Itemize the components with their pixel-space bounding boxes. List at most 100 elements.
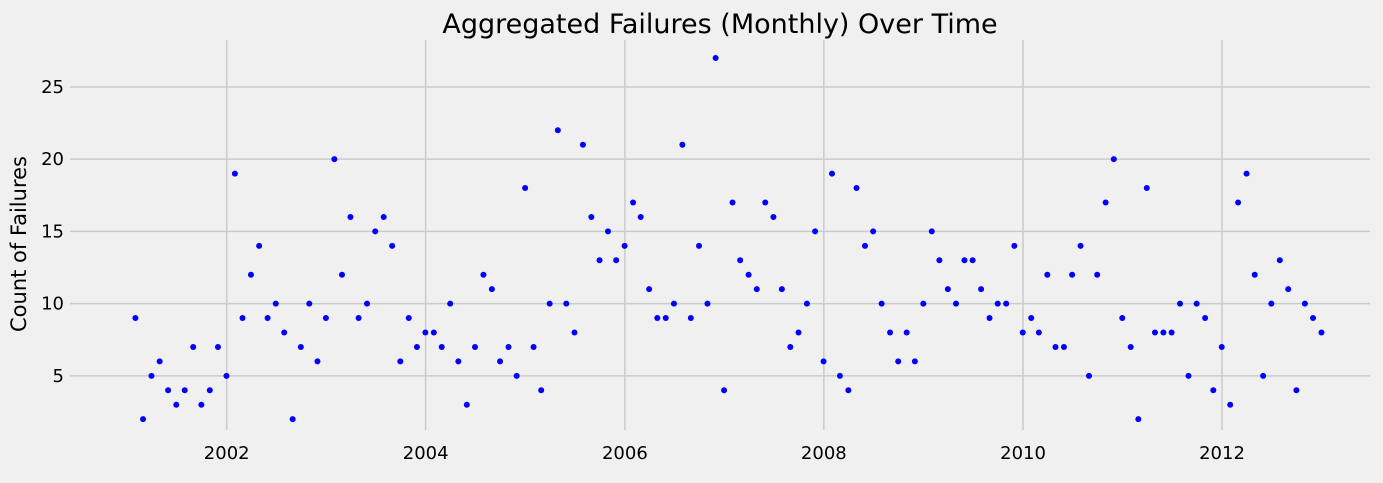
data-point bbox=[140, 416, 147, 423]
data-point bbox=[554, 127, 561, 134]
data-point bbox=[679, 141, 686, 148]
data-point bbox=[662, 315, 669, 322]
data-point bbox=[148, 372, 155, 379]
data-point bbox=[1077, 242, 1084, 249]
data-point bbox=[944, 286, 951, 293]
data-point bbox=[1102, 199, 1109, 206]
data-point bbox=[1260, 372, 1267, 379]
data-point bbox=[480, 271, 487, 278]
data-point bbox=[355, 315, 362, 322]
data-point bbox=[1276, 257, 1283, 264]
data-point bbox=[928, 228, 935, 235]
data-point bbox=[247, 271, 254, 278]
data-point bbox=[745, 271, 752, 278]
data-point bbox=[1135, 416, 1142, 423]
data-point bbox=[1185, 372, 1192, 379]
x-tick-label: 2008 bbox=[801, 443, 847, 464]
data-point bbox=[571, 329, 578, 336]
data-point bbox=[936, 257, 943, 264]
data-point bbox=[803, 300, 810, 307]
data-point bbox=[1193, 300, 1200, 307]
data-point bbox=[331, 156, 338, 163]
data-point bbox=[256, 242, 263, 249]
data-point bbox=[471, 343, 478, 350]
data-point bbox=[887, 329, 894, 336]
data-point bbox=[953, 300, 960, 307]
data-point bbox=[770, 213, 777, 220]
data-point bbox=[1227, 401, 1234, 408]
data-point bbox=[413, 343, 420, 350]
chart-title: Aggregated Failures (Monthly) Over Time bbox=[442, 9, 997, 40]
data-point bbox=[1143, 185, 1150, 192]
x-tick-label: 2002 bbox=[204, 443, 250, 464]
data-point bbox=[696, 242, 703, 249]
data-point bbox=[132, 315, 139, 322]
data-point bbox=[389, 242, 396, 249]
data-point bbox=[430, 329, 437, 336]
y-tick-label: 20 bbox=[41, 149, 64, 170]
data-point bbox=[488, 286, 495, 293]
data-point bbox=[447, 300, 454, 307]
data-point bbox=[654, 315, 661, 322]
data-point bbox=[372, 228, 379, 235]
data-point bbox=[505, 343, 512, 350]
data-point bbox=[364, 300, 371, 307]
data-point bbox=[1044, 271, 1051, 278]
data-point bbox=[737, 257, 744, 264]
data-point bbox=[1119, 315, 1126, 322]
data-point bbox=[670, 300, 677, 307]
data-point bbox=[1177, 300, 1184, 307]
data-point bbox=[1301, 300, 1308, 307]
data-point bbox=[538, 387, 545, 394]
data-point bbox=[455, 358, 462, 365]
data-point bbox=[1003, 300, 1010, 307]
data-point bbox=[239, 315, 246, 322]
data-point bbox=[978, 286, 985, 293]
data-point bbox=[306, 300, 313, 307]
data-point bbox=[878, 300, 885, 307]
data-point bbox=[853, 185, 860, 192]
data-point bbox=[820, 358, 827, 365]
data-point bbox=[297, 343, 304, 350]
data-point bbox=[721, 387, 728, 394]
data-point bbox=[522, 185, 529, 192]
data-point bbox=[380, 213, 387, 220]
data-point bbox=[165, 387, 172, 394]
data-point bbox=[190, 343, 197, 350]
data-point bbox=[687, 315, 694, 322]
data-point bbox=[546, 300, 553, 307]
data-point bbox=[1011, 242, 1018, 249]
data-point bbox=[588, 213, 595, 220]
data-point bbox=[338, 271, 345, 278]
data-point bbox=[812, 228, 819, 235]
data-point bbox=[1243, 170, 1250, 177]
data-point bbox=[314, 358, 321, 365]
y-tick-label: 5 bbox=[53, 366, 64, 387]
data-point bbox=[729, 199, 736, 206]
x-tick-label: 2004 bbox=[403, 443, 449, 464]
data-point bbox=[712, 55, 719, 62]
data-point bbox=[986, 315, 993, 322]
data-point bbox=[630, 199, 637, 206]
data-point bbox=[513, 372, 520, 379]
data-point bbox=[438, 343, 445, 350]
data-point bbox=[621, 242, 628, 249]
data-point bbox=[530, 343, 537, 350]
data-point bbox=[198, 401, 205, 408]
data-point bbox=[1293, 387, 1300, 394]
data-point bbox=[829, 170, 836, 177]
data-point bbox=[563, 300, 570, 307]
data-points bbox=[132, 55, 1325, 423]
data-point bbox=[1086, 372, 1093, 379]
data-point bbox=[1218, 343, 1225, 350]
data-point bbox=[497, 358, 504, 365]
grid-lines bbox=[70, 40, 1370, 430]
data-point bbox=[289, 416, 296, 423]
y-axis-ticks: 5 10 15 20 25 bbox=[41, 77, 64, 387]
y-axis-label: Count of Failures bbox=[7, 156, 31, 332]
x-tick-label: 2010 bbox=[1000, 443, 1046, 464]
data-point bbox=[1069, 271, 1076, 278]
data-point bbox=[753, 286, 760, 293]
data-point bbox=[637, 213, 644, 220]
data-point bbox=[1251, 271, 1258, 278]
